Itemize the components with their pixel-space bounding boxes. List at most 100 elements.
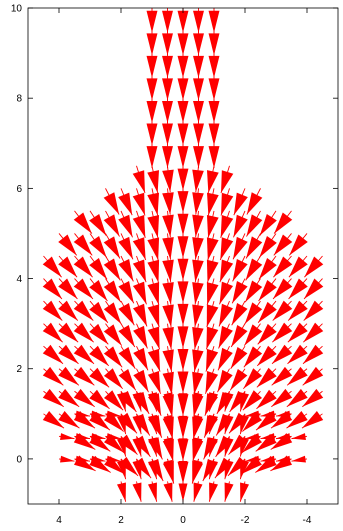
base-arrow [224,436,234,457]
field-arrow [287,344,308,365]
field-arrow [303,322,324,343]
x-tick-label: 2 [118,515,124,526]
field-arrow [42,366,64,386]
field-arrow [192,278,204,305]
base-arrow [208,391,218,412]
field-arrow [147,255,160,283]
core-arrow [208,120,220,146]
field-arrow [288,255,308,278]
field-arrow [205,368,219,394]
field-arrow [242,390,263,411]
field-arrow [147,188,160,216]
field-arrow [192,188,204,215]
base-arrow [239,436,249,457]
base-arrow [208,413,218,435]
field-arrow [58,344,79,365]
core-arrow [162,30,173,56]
field-arrow [73,278,94,300]
core-arrow [146,8,158,33]
field-arrow [147,368,161,394]
field-arrow [192,346,204,373]
field-arrow [162,368,174,395]
side-arrow [260,433,277,440]
side-arrow [244,410,261,418]
field-arrow [272,278,293,300]
side-arrow [58,433,75,440]
base-arrow [193,413,203,435]
core-arrow [146,120,158,146]
field-arrow [162,255,174,283]
field-arrow [245,233,263,259]
field-arrow [246,188,263,215]
side-arrow [291,433,308,440]
field-arrow [118,188,133,216]
field-arrow [232,233,248,260]
core-arrow [146,30,158,56]
field-arrow [58,411,80,429]
y-tick-label: 2 [16,364,22,375]
field-arrow [42,278,63,300]
field-arrow [73,322,94,343]
field-arrow [220,165,234,194]
core-arrow [162,8,173,33]
field-arrow [271,366,293,386]
field-arrow [206,278,219,306]
field-arrow [230,323,248,348]
side-arrow [105,433,122,440]
field-arrow [73,233,93,256]
field-arrow [220,188,234,216]
field-arrow [192,301,204,328]
core-arrow [208,143,220,169]
side-arrow [275,410,292,418]
y-tick-label: 0 [16,454,22,465]
field-arrow [132,278,147,305]
core-arrow [193,75,204,101]
side-arrow [291,455,308,463]
field-arrow [132,165,146,194]
field-arrow [218,300,233,327]
field-arrow [243,323,263,346]
field-arrow [219,233,234,261]
field-arrow [89,300,109,323]
x-tick-label: -2 [241,515,250,526]
side-arrow [89,433,106,440]
core-arrow [177,143,189,169]
field-arrow [286,411,308,429]
field-arrow [132,210,146,238]
base-arrow [148,436,158,457]
field-arrow [58,233,78,256]
field-arrow [133,300,148,327]
field-arrow [271,388,293,408]
field-arrow [217,345,233,371]
base-arrow [178,413,188,435]
field-arrow [73,210,93,234]
base-arrow [193,436,203,457]
base-arrow [178,481,188,502]
field-arrow [103,278,122,303]
field-arrow [58,255,78,278]
field-arrow [118,233,134,260]
field-arrow [301,411,324,429]
core-arrow [193,30,204,56]
field-arrow [58,388,80,408]
field-arrow [192,210,204,238]
field-arrow [192,323,204,350]
field-arrow [286,388,308,408]
field-arrow [233,210,248,238]
field-arrow [219,278,234,305]
base-arrow [117,458,127,480]
field-arrow [206,233,219,261]
field-arrow [103,368,123,390]
field-arrow [58,366,80,386]
field-arrow [58,278,78,300]
field-arrow [89,389,110,410]
field-arrow [177,301,189,326]
field-arrow [206,188,219,216]
x-tick-label: 0 [180,515,186,526]
field-arrow [89,233,108,258]
field-arrow [103,255,121,281]
field-arrow [288,278,308,300]
field-arrow [271,344,293,365]
base-arrow [239,391,249,412]
x-tick-label: 4 [56,515,62,526]
